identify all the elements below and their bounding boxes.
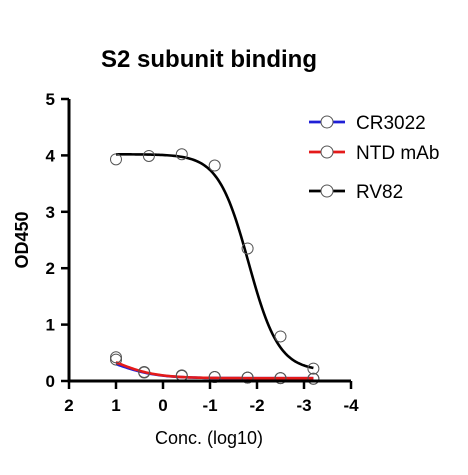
data-point-2-5 (274, 330, 287, 343)
curve-1 (115, 361, 314, 380)
data-point-2-4 (241, 242, 254, 255)
data-point-2-0 (110, 153, 122, 166)
plot-area (110, 148, 320, 385)
legend-swatch-marker-0 (320, 115, 334, 129)
x-tick-label-3: -1 (202, 396, 217, 415)
data-point-1-4 (241, 371, 254, 384)
x-tick-label-2: 0 (158, 396, 167, 415)
y-tick-label-0: 0 (46, 372, 55, 391)
data-point-1-5 (274, 372, 287, 385)
legend-swatch-marker-2 (320, 184, 334, 198)
legend: CR3022 NTD mAb RV82 (309, 113, 439, 203)
x-tick-label-1: 1 (111, 396, 120, 415)
data-point-2-2 (175, 148, 188, 161)
x-tick-label-5: -3 (296, 396, 311, 415)
legend-swatch-marker-1 (320, 145, 334, 159)
y-tick-label-2: 2 (46, 259, 55, 278)
data-point-1-1 (138, 365, 151, 378)
chart-title: S2 subunit binding (101, 46, 317, 73)
legend-label-1: NTD mAb (356, 143, 439, 164)
data-point-2-1 (142, 149, 155, 162)
x-tick-label-6: -4 (343, 396, 359, 415)
x-tick-label-4: -2 (249, 396, 264, 415)
legend-label-0: CR3022 (356, 113, 426, 134)
data-point-2-3 (208, 159, 221, 172)
data-point-1-3 (208, 371, 221, 384)
y-tick-label-1: 1 (46, 316, 55, 335)
curve-2 (116, 153, 314, 370)
y-axis-label: OD450 (12, 211, 32, 268)
data-point-2-6 (307, 362, 320, 375)
x-tick-label-0: 2 (64, 396, 73, 415)
data-point-1-0 (110, 351, 122, 364)
y-tick-label-4: 4 (46, 146, 56, 165)
y-tick-label-5: 5 (46, 90, 55, 109)
data-point-1-2 (175, 369, 188, 382)
y-tick-label-3: 3 (46, 203, 55, 222)
axes: 2 1 0 -1 -2 -3 -4 0 1 2 3 4 5 (46, 90, 360, 415)
data-point-1-6 (307, 372, 320, 385)
x-axis-label: Conc. (log10) (155, 428, 263, 448)
legend-label-2: RV82 (356, 182, 403, 203)
